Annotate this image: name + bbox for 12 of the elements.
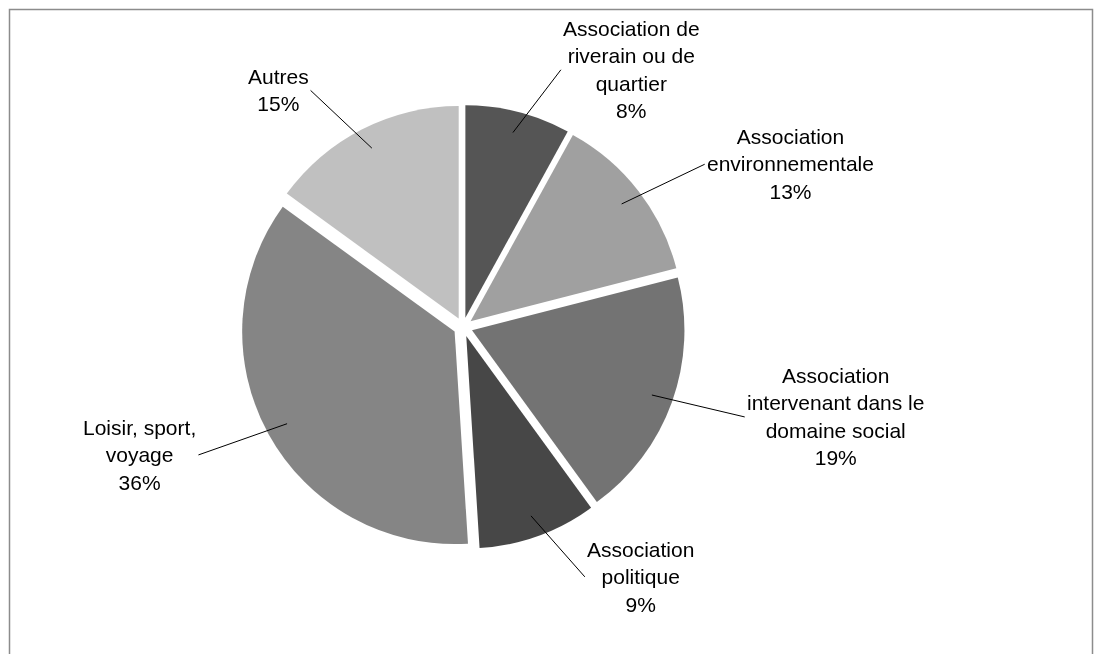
data-label: 9% xyxy=(625,592,656,616)
data-label: 13% xyxy=(769,179,812,203)
slice-label: Autres xyxy=(248,65,309,88)
data-label: 36% xyxy=(118,470,161,494)
data-label: 8% xyxy=(616,98,647,122)
slice-label: Loisir, sport, voyage xyxy=(83,416,197,467)
slice-label: Association politique xyxy=(587,538,695,589)
data-label: 19% xyxy=(814,445,857,469)
slice-label: Association environnementale xyxy=(707,125,874,176)
slice-label: Association de riverain ou de quartier xyxy=(563,17,700,95)
slice-label: Association intervenant dans le domaine social xyxy=(747,364,925,442)
data-label: 15% xyxy=(257,92,300,116)
